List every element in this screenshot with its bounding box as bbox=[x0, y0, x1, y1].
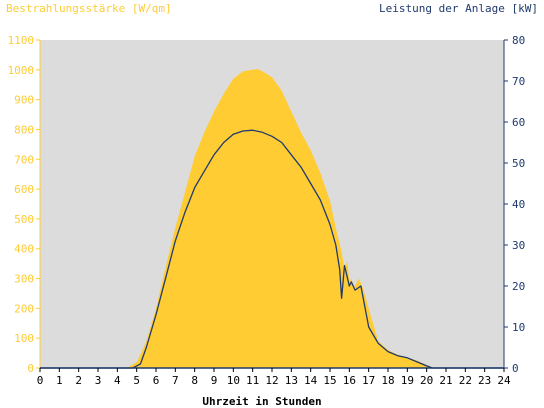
x-axis-label: Uhrzeit in Stunden bbox=[202, 395, 321, 408]
y-tick-left-label: 200 bbox=[14, 302, 34, 315]
x-tick-label: 14 bbox=[304, 374, 318, 387]
y-tick-right-label: 60 bbox=[512, 116, 525, 129]
irradiance-area bbox=[40, 68, 504, 369]
x-tick-label: 1 bbox=[56, 374, 63, 387]
x-tick-label: 17 bbox=[362, 374, 375, 387]
x-tick-label: 9 bbox=[211, 374, 218, 387]
y-tick-right-label: 80 bbox=[512, 34, 525, 47]
y-tick-left-label: 700 bbox=[14, 153, 34, 166]
y-tick-right-label: 40 bbox=[512, 198, 525, 211]
y-tick-left-label: 600 bbox=[14, 183, 34, 196]
y-tick-right-label: 0 bbox=[512, 362, 519, 375]
x-tick-label: 24 bbox=[497, 374, 511, 387]
y-tick-right-label: 30 bbox=[512, 239, 525, 252]
x-tick-label: 23 bbox=[478, 374, 491, 387]
y-tick-left-label: 900 bbox=[14, 94, 34, 107]
x-tick-label: 8 bbox=[191, 374, 198, 387]
x-tick-label: 20 bbox=[420, 374, 433, 387]
x-tick-label: 19 bbox=[401, 374, 414, 387]
left-axis-title: Bestrahlungsstärke [W/qm] bbox=[6, 2, 172, 15]
x-tick-label: 22 bbox=[459, 374, 472, 387]
x-tick-label: 3 bbox=[95, 374, 102, 387]
x-tick-label: 18 bbox=[381, 374, 394, 387]
right-axis-title: Leistung der Anlage [kW] bbox=[379, 2, 538, 15]
power-line bbox=[40, 129, 504, 369]
axes-layer: 0100200300400500600700800900100011000102… bbox=[8, 34, 526, 387]
x-tick-label: 7 bbox=[172, 374, 179, 387]
x-tick-label: 6 bbox=[153, 374, 160, 387]
y-tick-right-label: 10 bbox=[512, 321, 525, 334]
y-tick-left-label: 1100 bbox=[8, 34, 35, 47]
x-tick-label: 11 bbox=[246, 374, 259, 387]
y-tick-right-label: 70 bbox=[512, 75, 525, 88]
y-tick-left-label: 100 bbox=[14, 332, 34, 345]
x-tick-label: 15 bbox=[323, 374, 336, 387]
x-tick-label: 13 bbox=[285, 374, 298, 387]
x-tick-label: 0 bbox=[37, 374, 44, 387]
y-tick-left-label: 300 bbox=[14, 273, 34, 286]
x-tick-label: 16 bbox=[343, 374, 356, 387]
x-tick-label: 4 bbox=[114, 374, 121, 387]
y-tick-right-label: 20 bbox=[512, 280, 525, 293]
y-tick-left-label: 1000 bbox=[8, 64, 35, 77]
x-tick-label: 5 bbox=[133, 374, 140, 387]
x-tick-label: 2 bbox=[75, 374, 82, 387]
x-tick-label: 12 bbox=[265, 374, 278, 387]
series-layer bbox=[40, 68, 504, 369]
y-tick-right-label: 50 bbox=[512, 157, 525, 170]
x-tick-label: 21 bbox=[439, 374, 452, 387]
y-tick-left-label: 400 bbox=[14, 243, 34, 256]
x-tick-label: 10 bbox=[227, 374, 240, 387]
y-tick-left-label: 500 bbox=[14, 213, 34, 226]
y-tick-left-label: 0 bbox=[27, 362, 34, 375]
y-tick-left-label: 800 bbox=[14, 123, 34, 136]
